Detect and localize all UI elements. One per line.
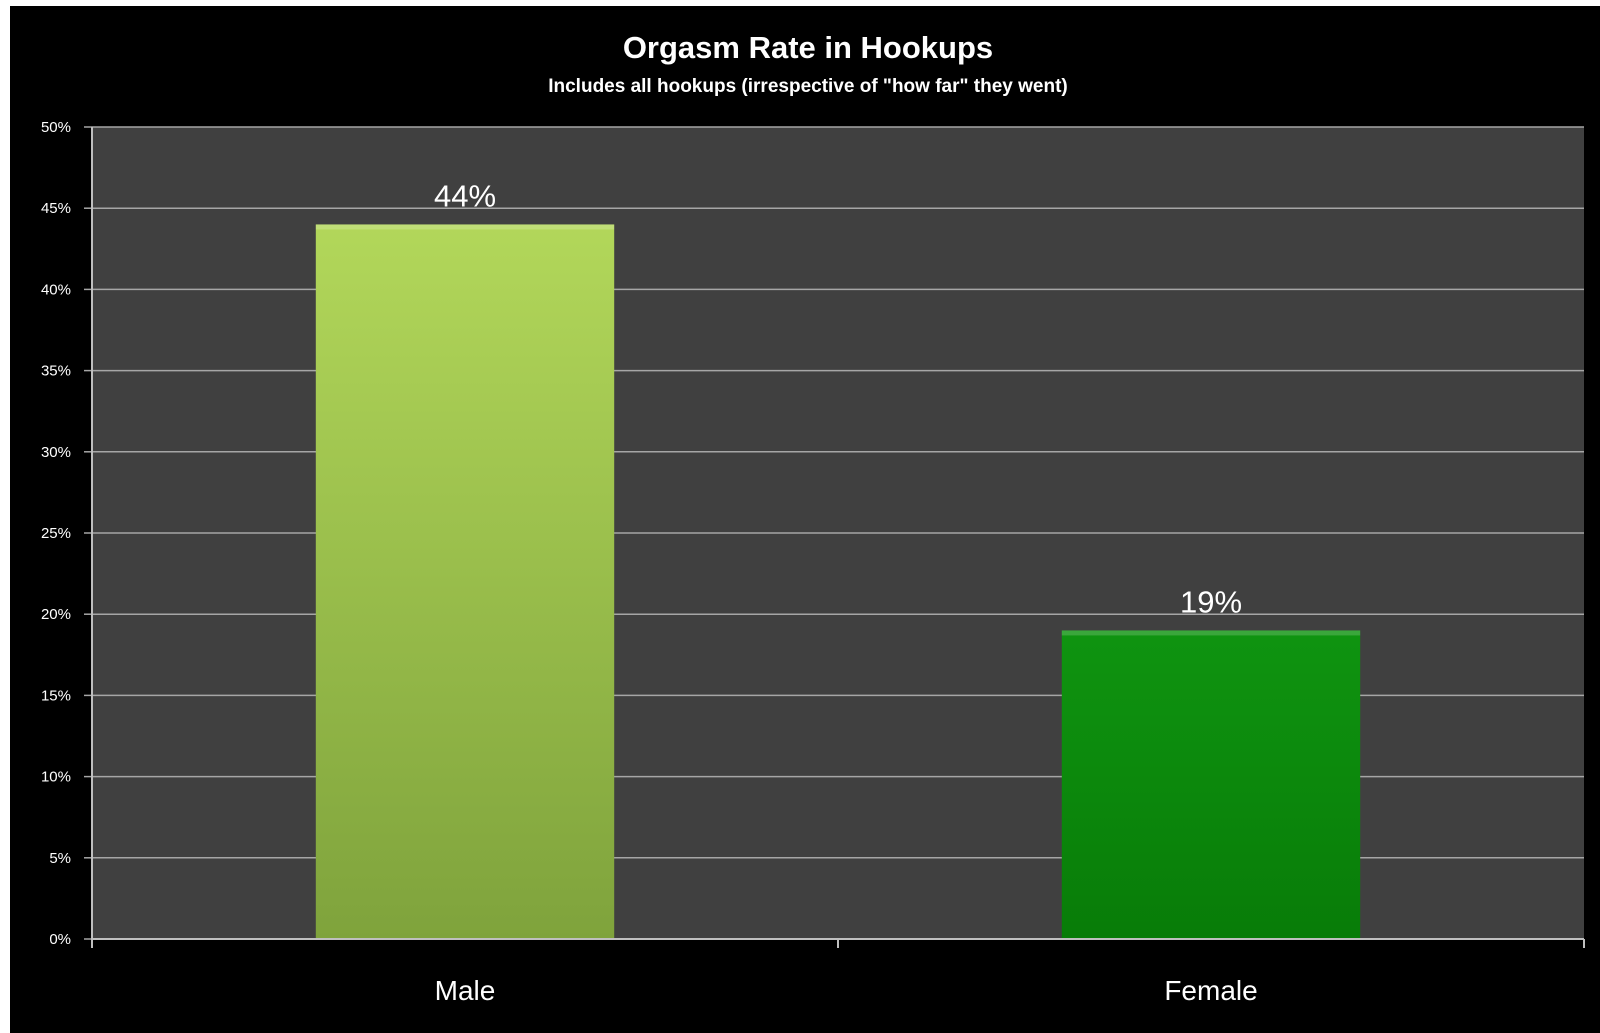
y-tick-label: 40% [41, 281, 71, 298]
data-labels: 44% 19% [434, 178, 1242, 619]
bars [315, 224, 1361, 939]
y-tick-label: 45% [41, 200, 71, 217]
y-tick-label: 0% [49, 931, 71, 948]
bar-highlight [1061, 630, 1361, 636]
data-label: 19% [1180, 584, 1242, 619]
y-tick-label: 15% [41, 687, 71, 704]
data-label: 44% [434, 178, 496, 213]
bar-female [1061, 630, 1361, 939]
x-tick-label: Male [435, 975, 496, 1006]
bar-highlight [315, 224, 615, 230]
axes [91, 127, 1585, 948]
y-tick-label: 5% [49, 850, 71, 867]
y-tick-label: 35% [41, 363, 71, 380]
chart-subtitle: Includes all hookups (irrespective of "h… [548, 76, 1068, 97]
chart-title: Orgasm Rate in Hookups [623, 30, 993, 65]
y-tick-label: 20% [41, 606, 71, 623]
y-tick-label: 25% [41, 525, 71, 542]
bar-male [315, 224, 615, 939]
y-axis-tick-labels: 0% 5% 10% 15% 20% 25% 30% 35% 40% 45% 50% [41, 119, 71, 948]
x-tick-label: Female [1164, 975, 1257, 1006]
y-tick-label: 50% [41, 119, 71, 136]
y-tick-label: 30% [41, 444, 71, 461]
x-axis-tick-labels: Male Female [435, 975, 1258, 1006]
y-tick-label: 10% [41, 769, 71, 786]
